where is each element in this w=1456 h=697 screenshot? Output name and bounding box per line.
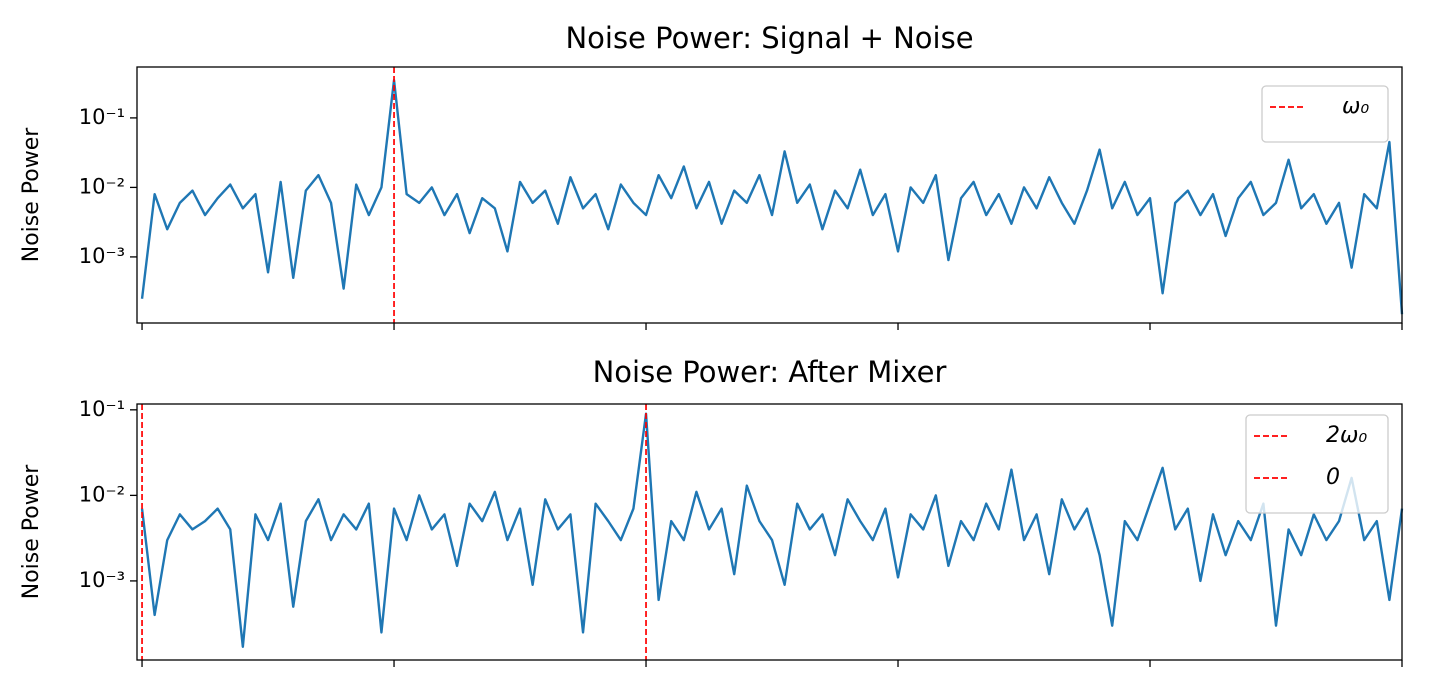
axes-frame [136, 403, 1403, 661]
y-tick-label: 10⁻¹ [79, 397, 125, 421]
series-line [140, 412, 1404, 648]
y-axis-label: Noise Power [19, 464, 44, 599]
y-axis-label: Noise Power [19, 127, 44, 262]
subplot-title: Noise Power: After Mixer [593, 355, 947, 389]
series-line [140, 78, 1404, 315]
y-tick-label: 10⁻² [79, 482, 125, 506]
axes-frame [136, 66, 1403, 324]
y-tick-label: 10⁻¹ [79, 105, 125, 129]
y-tick-label: 10⁻² [79, 174, 125, 198]
legend-label: 2ω₀ [1326, 423, 1367, 448]
legend-label: 0 [1326, 465, 1340, 490]
legend-box [1245, 414, 1389, 514]
subplot-title: Noise Power: Signal + Noise [565, 21, 973, 55]
legend-label: ω₀ [1342, 94, 1369, 119]
y-tick-label: 10⁻³ [79, 244, 125, 268]
y-tick-label: 10⁻³ [79, 568, 125, 592]
legend-box [1261, 85, 1389, 143]
